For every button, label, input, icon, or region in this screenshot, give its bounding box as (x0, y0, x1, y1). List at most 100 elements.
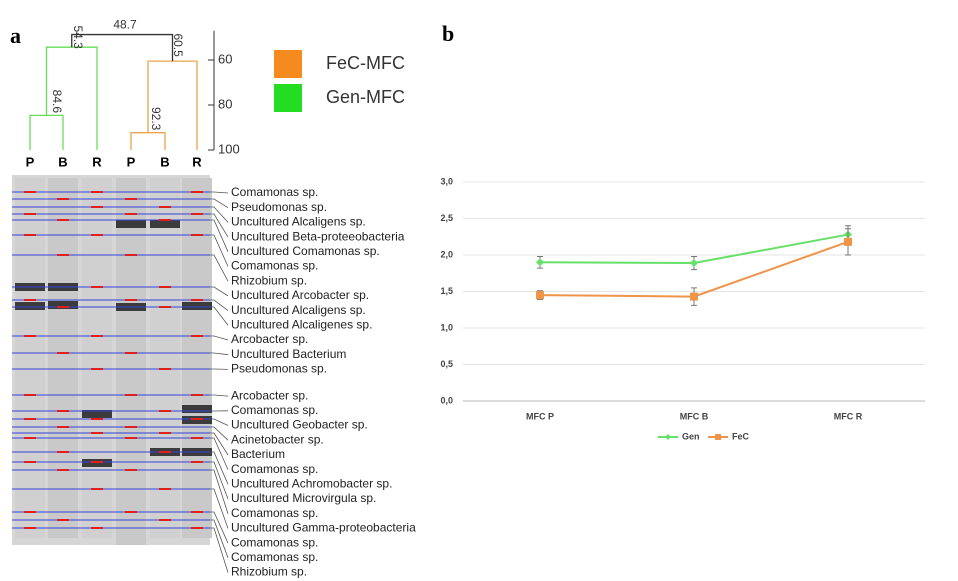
species-label: Comamonas sp. (231, 535, 318, 549)
species-label: Uncultured Microvirgula sp. (231, 491, 376, 505)
dendrogram-branch (29, 114, 64, 150)
label-connector (210, 394, 229, 397)
label-connector (210, 191, 229, 194)
label-connector (210, 335, 229, 341)
species-label: Comamonas sp. (231, 550, 318, 564)
gel-lane (15, 178, 45, 538)
label-connector (210, 461, 229, 500)
gel-lane (48, 178, 78, 538)
dendrogram-tick-label: 100 (218, 141, 240, 156)
species-label: Rhizobium sp. (231, 565, 307, 579)
label-connector (210, 437, 229, 470)
gel-band-dark (182, 302, 212, 310)
label-connector (210, 234, 229, 267)
node-label: 48.7 (113, 18, 137, 32)
panel-label: a (10, 23, 21, 48)
node-label: 60.5 (171, 33, 185, 57)
dendrogram-branch (71, 33, 174, 62)
lane-label: R (192, 154, 202, 169)
species-label: Pseudomonas sp. (231, 362, 327, 376)
label-connector (210, 213, 229, 238)
gel-lane (182, 178, 212, 538)
x-tick-label: MFC B (680, 411, 709, 421)
legend-label: FeC (732, 431, 750, 441)
y-tick-label: 1,0 (440, 322, 453, 332)
x-tick-label: MFC P (526, 411, 554, 421)
node-label: 54.3 (71, 25, 85, 49)
gel-lane (116, 178, 146, 545)
label-connector (210, 432, 229, 456)
gel-lane (82, 178, 112, 538)
species-label: Bacterium (231, 447, 285, 461)
label-connector (210, 299, 229, 311)
species-label: Uncultured Geobacter sp. (231, 418, 368, 432)
y-tick-label: 3,0 (440, 176, 453, 186)
lane-label: B (58, 154, 67, 169)
point (844, 237, 852, 246)
label-connector (210, 352, 229, 356)
dendrogram-branch (147, 60, 198, 150)
species-label: Uncultured Alcaligens sp. (231, 303, 366, 317)
point (536, 258, 544, 267)
dendrogram-tick-label: 80 (218, 96, 232, 111)
species-label: Pseudomonas sp. (231, 200, 327, 214)
legend-marker (665, 434, 671, 440)
species-label: Uncultured Alcaligens sp. (231, 215, 366, 229)
gel-band-dark (48, 301, 78, 309)
gel-band-dark (82, 410, 112, 418)
label-connector (210, 286, 229, 297)
point (690, 292, 698, 301)
label-connector (210, 198, 229, 209)
y-tick-label: 2,0 (440, 249, 453, 259)
label-connector (210, 206, 229, 223)
panel-label: b (442, 21, 454, 46)
label-connector (210, 488, 229, 529)
species-label: Comamonas sp. (231, 259, 318, 273)
x-tick-label: MFC R (834, 411, 863, 421)
lane-label: P (127, 154, 136, 169)
gel-band-dark (15, 302, 45, 310)
point (690, 259, 698, 268)
label-connector (210, 511, 229, 544)
species-label: Uncultured Beta-proteeobacteria (231, 229, 405, 243)
gel-band-dark (182, 405, 212, 413)
species-label: Uncultured Comamonas sp. (231, 244, 380, 258)
node-label: 84.6 (50, 90, 64, 114)
species-label: Arcobacter sp. (231, 332, 308, 346)
species-label: Uncultured Alcaligenes sp. (231, 317, 372, 331)
gel-band-dark (150, 220, 180, 228)
species-label: Uncultured Achromobacter sp. (231, 476, 392, 490)
dendrogram-tick-label: 60 (218, 51, 232, 66)
label-connector (210, 219, 229, 252)
legend-marker (715, 434, 721, 440)
y-tick-label: 2,5 (440, 213, 453, 223)
lane-label: B (160, 154, 169, 169)
y-tick-label: 0,5 (440, 359, 453, 369)
species-label: Acinetobacter sp. (231, 432, 324, 446)
point (536, 291, 544, 300)
species-label: Uncultured Gamma-proteobacteria (231, 521, 416, 535)
lane-label: R (92, 154, 102, 169)
label-connector (210, 451, 229, 485)
species-label: Comamonas sp. (231, 185, 318, 199)
species-label: Comamonas sp. (231, 462, 318, 476)
gel-band-dark (116, 220, 146, 228)
lane-label: P (26, 154, 35, 169)
y-tick-label: 1,5 (440, 286, 453, 296)
species-label: Uncultured Bacterium (231, 347, 346, 361)
legend-swatch (274, 50, 302, 78)
legend-swatch (274, 84, 302, 112)
legend-label: Gen (682, 431, 700, 441)
node-label: 92.3 (149, 107, 163, 131)
gel-lane (150, 178, 180, 538)
species-label: Arcobacter sp. (231, 388, 308, 402)
label-connector (210, 306, 229, 326)
legend-label: Gen-MFC (326, 87, 405, 107)
species-label: Rhizobium sp. (231, 273, 307, 287)
legend-label: FeC-MFC (326, 53, 405, 73)
y-tick-label: 0,0 (440, 395, 453, 405)
label-connector (210, 469, 229, 514)
species-label: Uncultured Arcobacter sp. (231, 288, 369, 302)
label-connector (210, 426, 229, 441)
